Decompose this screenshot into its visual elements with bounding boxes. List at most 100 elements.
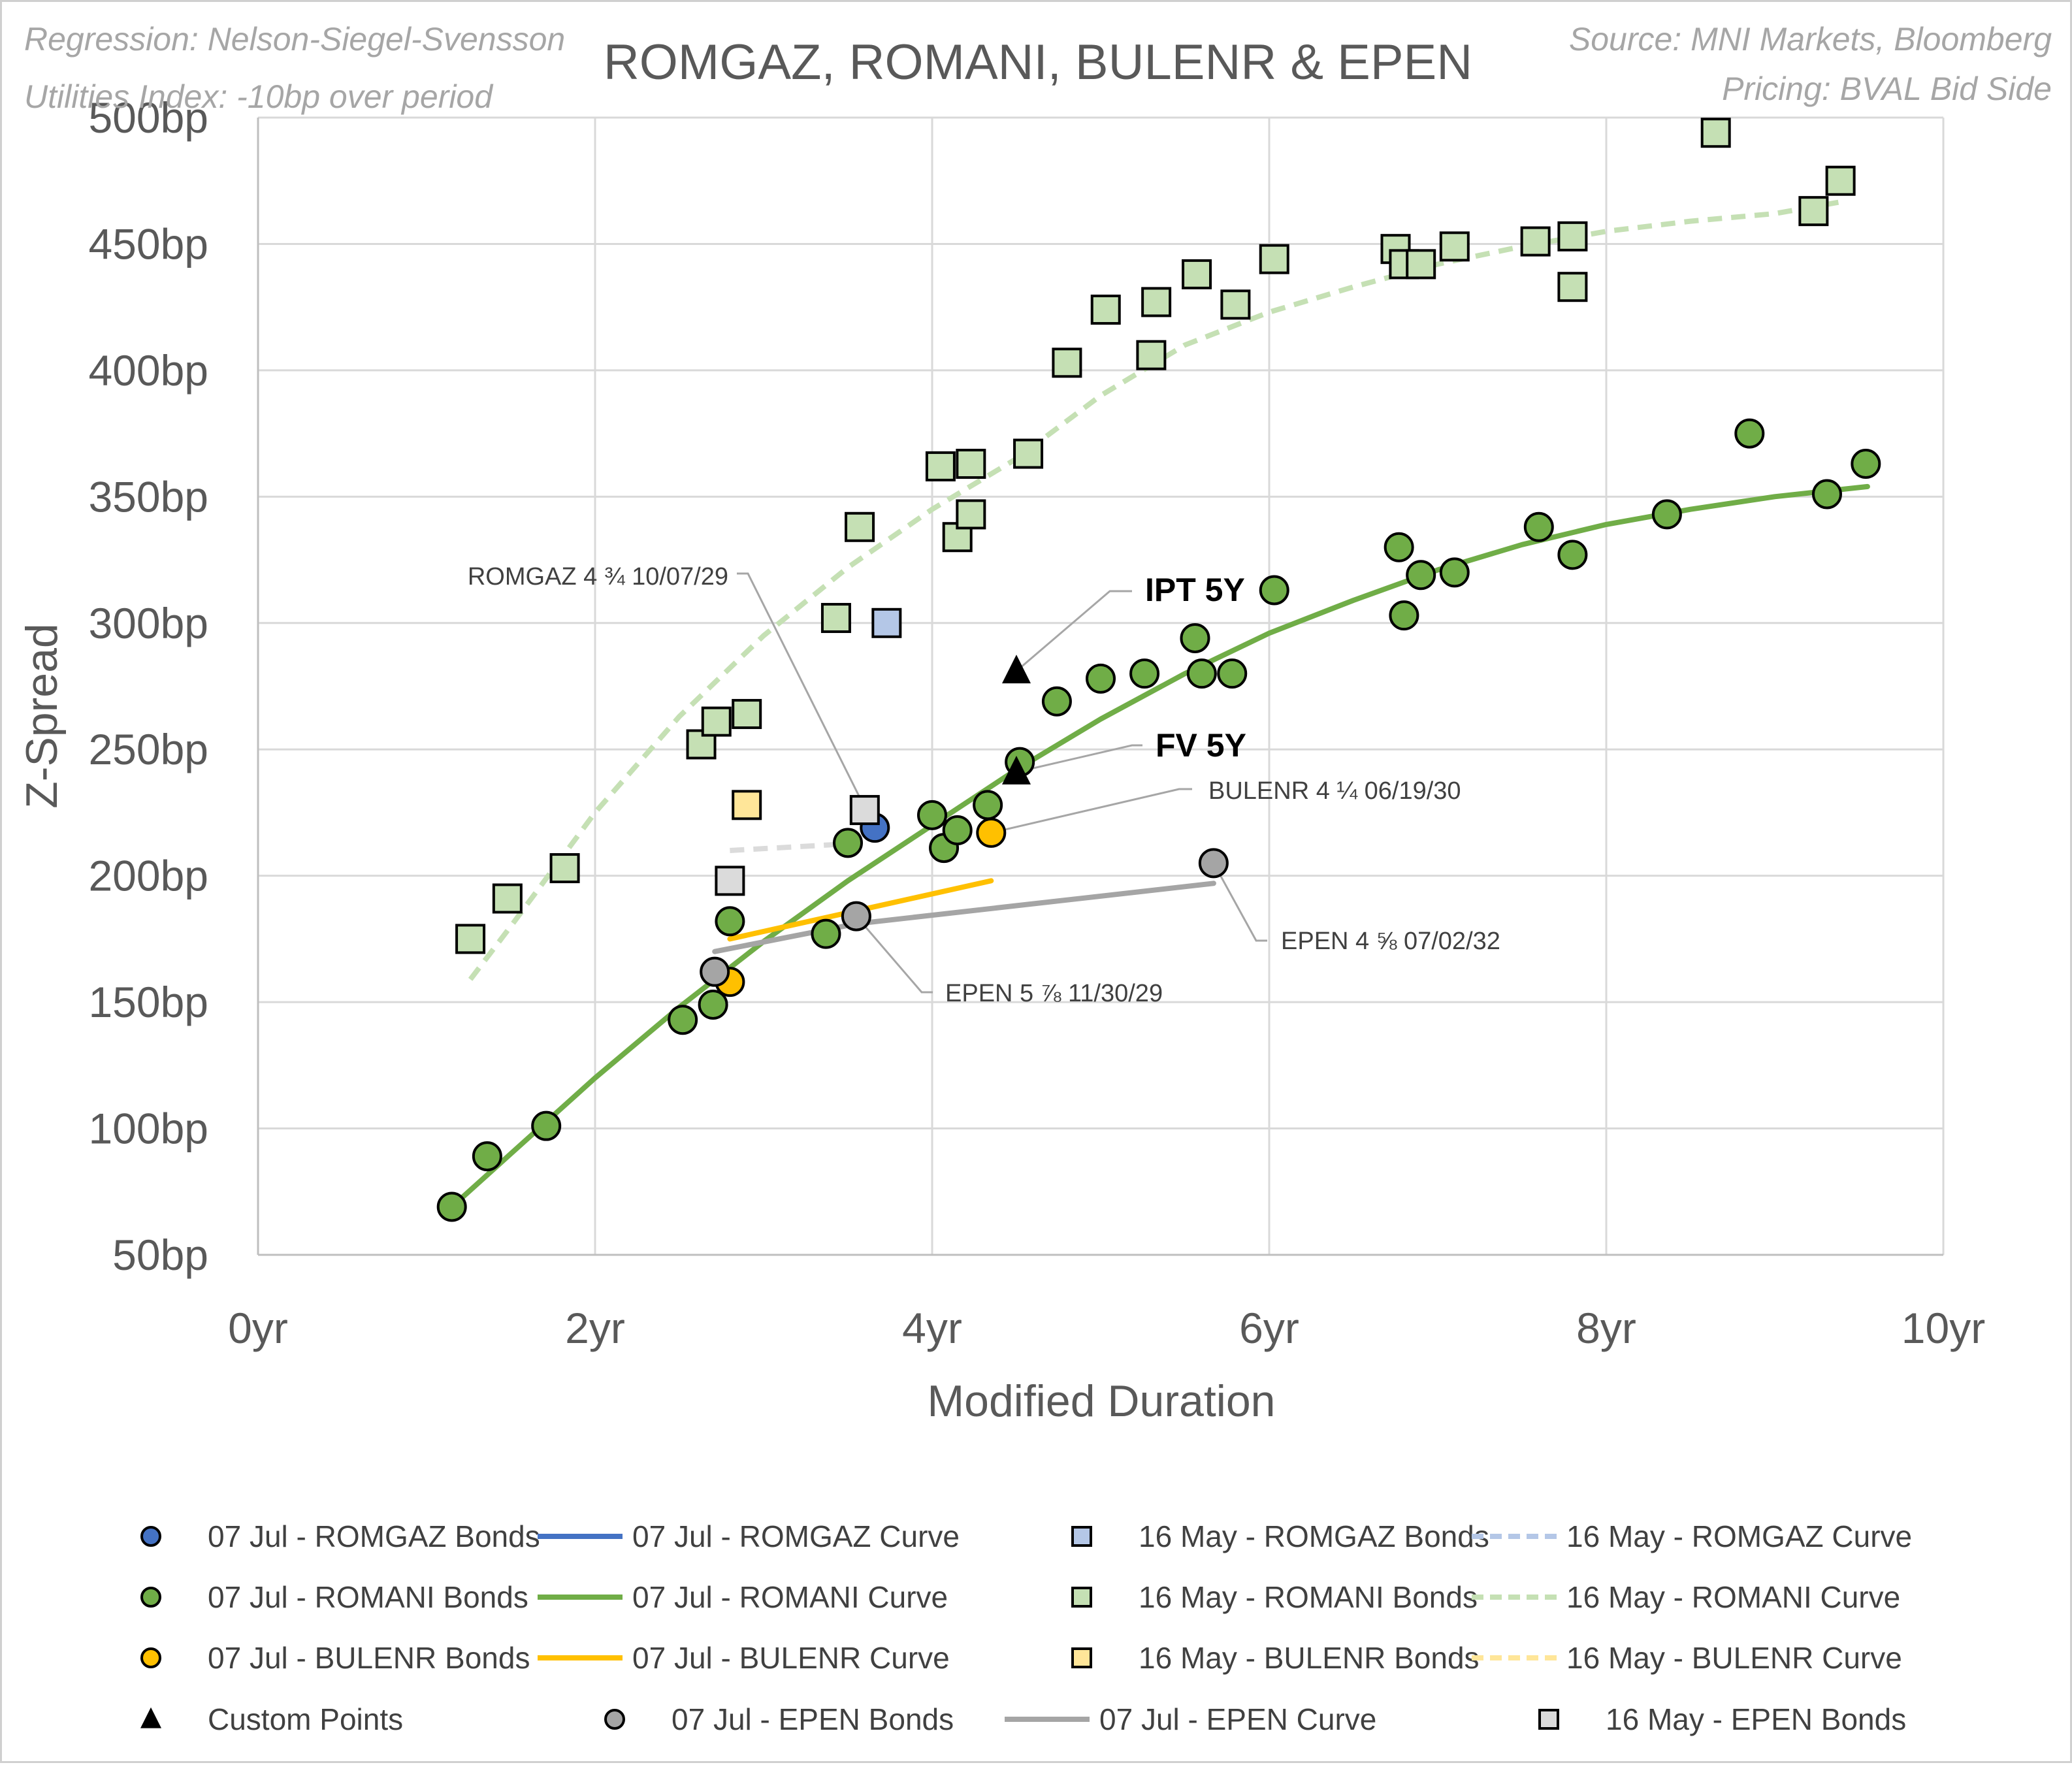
- data-point-marker: [472, 1141, 502, 1172]
- data-point-marker: [455, 924, 486, 954]
- data-point-marker: [841, 901, 871, 931]
- data-point-marker: [701, 706, 732, 737]
- curve-line: [468, 198, 1847, 981]
- annotation-label: FV 5Y: [1156, 727, 1246, 764]
- annotation-leaders: [737, 572, 1267, 994]
- data-point-marker: [1052, 348, 1082, 378]
- markers: [436, 118, 1881, 1222]
- data-point-marker: [1557, 221, 1588, 251]
- legend-swatch-marker: [1071, 1587, 1092, 1608]
- data-point-marker: [1384, 532, 1414, 562]
- annotation-label: EPEN 4 ⅝ 07/02/32: [1281, 928, 1500, 955]
- legend-label: 16 May - ROMANI Bonds: [1139, 1580, 1478, 1614]
- annotation-leader: [990, 788, 1192, 834]
- legend-swatch-marker: [140, 1526, 161, 1547]
- y-tick-label: 350bp: [88, 472, 208, 521]
- data-point-marker: [1136, 340, 1167, 370]
- data-point-marker: [976, 817, 1007, 848]
- data-point-marker: [1086, 663, 1116, 694]
- chart-title: ROMGAZ, ROMANI, BULENR & EPEN: [604, 35, 1472, 90]
- custom-point-marker: [1002, 755, 1031, 785]
- data-point-marker: [845, 511, 875, 542]
- annotation-texts: ROMGAZ 4 ¾ 10/07/29 IPT 5Y FV 5Y BULENR 4 ¼…: [468, 563, 1500, 1007]
- custom-point-marker: [1002, 655, 1031, 684]
- annotation-label: ROMGAZ 4 ¾ 10/07/29: [468, 563, 728, 591]
- data-point-marker: [732, 790, 762, 820]
- data-point-marker: [833, 828, 863, 858]
- data-point-marker: [698, 989, 728, 1020]
- legend-label: Custom Points: [208, 1702, 403, 1736]
- data-point-marker: [1129, 658, 1160, 689]
- legend-swatch-marker: [1538, 1709, 1559, 1730]
- legend-label: 07 Jul - ROMANI Bonds: [208, 1580, 528, 1614]
- data-point-marker: [531, 1110, 562, 1141]
- legend-label: 07 Jul - ROMGAZ Curve: [632, 1519, 960, 1553]
- y-tick-label: 100bp: [88, 1105, 208, 1153]
- legend-label: 16 May - BULENR Curve: [1566, 1641, 1902, 1675]
- legend-label: 16 May - ROMGAZ Curve: [1566, 1519, 1912, 1553]
- data-point-marker: [1557, 540, 1588, 570]
- annotation-label: EPEN 5 ⅞ 11/30/29: [945, 980, 1163, 1007]
- legend-swatch-marker: [604, 1709, 625, 1730]
- annotation-leader: [1016, 590, 1132, 672]
- grid: [258, 116, 1945, 1255]
- data-point-marker: [1090, 295, 1121, 325]
- legend-label: 16 May - BULENR Bonds: [1139, 1641, 1480, 1675]
- data-point-marker: [1141, 287, 1172, 317]
- legend-label: 07 Jul - BULENR Curve: [632, 1641, 950, 1675]
- data-point-marker: [1439, 557, 1470, 588]
- legend: 07 Jul - ROMGAZ Bonds 07 Jul - ROMGAZ Cur…: [140, 1519, 1912, 1736]
- annotation-label: IPT 5Y: [1145, 572, 1245, 608]
- data-point-marker: [1734, 418, 1765, 449]
- y-tick-label: 450bp: [88, 219, 208, 268]
- legend-swatch-marker: [140, 1707, 161, 1728]
- annotation-leader: [737, 572, 876, 828]
- data-point-marker: [973, 790, 1003, 820]
- data-point-marker: [1186, 658, 1217, 689]
- data-point-marker: [1651, 499, 1682, 530]
- annotation-leader: [1016, 744, 1142, 773]
- x-axis-title: Modified Duration: [928, 1376, 1276, 1426]
- data-point-marker: [1825, 165, 1856, 196]
- curve-line: [449, 483, 1870, 1210]
- axis-titles: Modified Duration Z-Spread: [17, 623, 1275, 1426]
- y-tick-label: 150bp: [88, 978, 208, 1026]
- data-point-marker: [668, 1005, 698, 1035]
- annotation-label: BULENR 4 ¼ 06/19/30: [1208, 777, 1461, 805]
- x-tick-label: 0yr: [228, 1304, 288, 1352]
- data-point-marker: [1811, 479, 1842, 510]
- note-source: Source: MNI Markets, Bloomberg: [1569, 21, 2052, 57]
- data-point-marker: [811, 918, 841, 949]
- data-point-marker: [942, 815, 973, 846]
- y-tick-label: 200bp: [88, 852, 208, 900]
- data-point-marker: [732, 699, 762, 730]
- annotation-leader: [855, 915, 933, 994]
- y-axis-title: Z-Spread: [17, 623, 67, 808]
- legend-label: 07 Jul - ROMGAZ Bonds: [208, 1519, 540, 1553]
- data-point-marker: [1700, 118, 1731, 148]
- legend-label: 07 Jul - EPEN Bonds: [672, 1702, 954, 1736]
- data-point-marker: [1389, 600, 1419, 631]
- data-point-marker: [820, 603, 851, 634]
- legend-swatch-marker: [140, 1647, 161, 1668]
- annotation-leader: [1212, 862, 1267, 942]
- legend-swatch-marker: [1071, 1647, 1092, 1668]
- data-point-marker: [700, 956, 730, 987]
- data-point-marker: [1406, 560, 1436, 591]
- data-point-marker: [715, 866, 745, 896]
- data-point-marker: [1520, 226, 1551, 257]
- data-point-marker: [925, 451, 956, 481]
- data-point-marker: [1041, 686, 1072, 717]
- legend-label: 07 Jul - ROMANI Curve: [632, 1580, 948, 1614]
- x-tick-label: 4yr: [902, 1304, 962, 1352]
- legend-label: 07 Jul - EPEN Curve: [1099, 1702, 1376, 1736]
- x-tick-label: 2yr: [565, 1304, 625, 1352]
- data-point-marker: [956, 499, 986, 530]
- x-tick-label: 8yr: [1576, 1304, 1636, 1352]
- legend-label: 16 May - EPEN Bonds: [1606, 1702, 1906, 1736]
- data-point-marker: [436, 1191, 467, 1222]
- data-point-marker: [1220, 289, 1251, 320]
- data-point-marker: [871, 607, 902, 638]
